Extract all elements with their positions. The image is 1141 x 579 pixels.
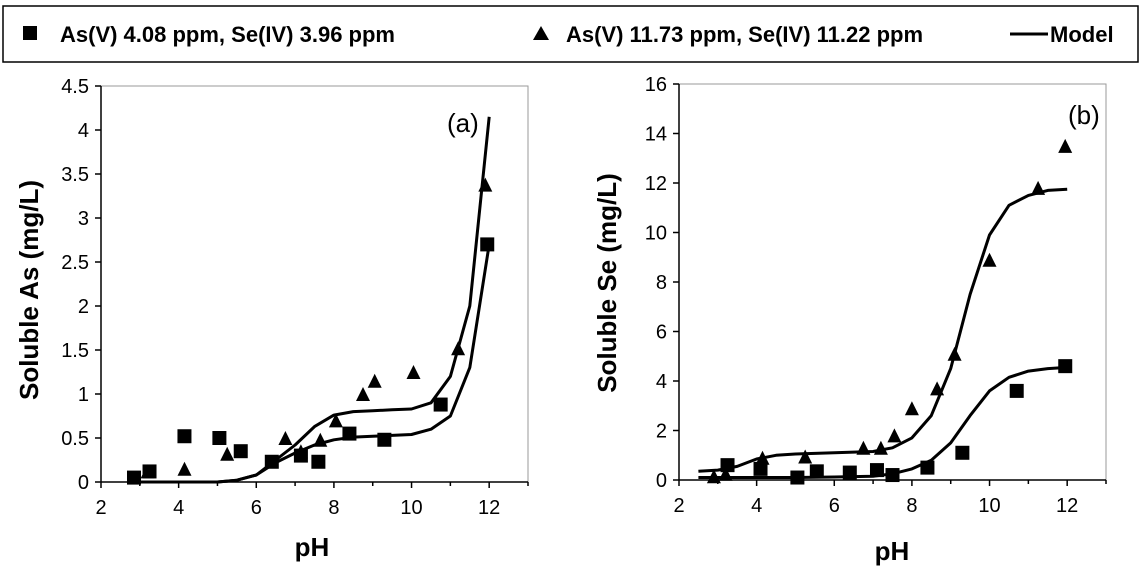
y-tick-label-b: 0 — [656, 470, 667, 492]
x-tick-label-b: 4 — [751, 495, 762, 517]
square-point-a — [177, 429, 192, 444]
square-point-b — [869, 463, 884, 478]
triangle-point-b — [887, 428, 902, 443]
plot-area-b — [678, 83, 1107, 481]
triangle-point-a — [328, 413, 343, 428]
x-tick-label-b: 8 — [906, 495, 917, 517]
x-tick-label-a: 8 — [328, 497, 339, 519]
triangle-point-b — [982, 252, 997, 267]
y-tick-label-a: 0.5 — [61, 428, 89, 450]
y-tick-label-a: 4.5 — [61, 76, 89, 98]
y-axis-title-a: Soluble As (mg/L) — [14, 180, 44, 400]
triangle-point-a — [140, 464, 155, 479]
x-tick-label-b: 2 — [673, 495, 684, 517]
square-point-b — [955, 445, 970, 460]
chart-b-frame — [678, 83, 1107, 481]
square-point-a — [212, 431, 227, 445]
y-tick-label-a: 1 — [78, 384, 89, 406]
legend-label-model: Model — [1050, 22, 1114, 47]
square-point-b — [809, 464, 824, 479]
square-point-b — [753, 461, 768, 476]
x-tick-label-b: 12 — [1056, 495, 1078, 517]
model-curve-a-2 — [132, 244, 491, 484]
legend-square-marker-icon — [23, 26, 37, 40]
triangle-point-a — [177, 461, 192, 476]
x-tick-label-a: 4 — [173, 497, 184, 519]
y-tick-label-b: 4 — [656, 371, 667, 393]
triangle-point-a — [367, 373, 382, 388]
x-tick-label-a: 6 — [251, 497, 262, 519]
panel-label-b: (b) — [1068, 100, 1100, 130]
x-axis-title-a: pH — [295, 532, 330, 562]
y-tick-label-a: 2.5 — [61, 252, 89, 274]
legend-triangle-marker-icon — [533, 26, 549, 40]
y-tick-label-a: 3.5 — [61, 164, 89, 186]
legend-label-series-2: As(V) 11.73 ppm, Se(IV) 11.22 ppm — [566, 22, 923, 47]
x-tick-label-b: 6 — [829, 495, 840, 517]
x-tick-label-a: 12 — [478, 497, 500, 519]
y-tick-label-b: 16 — [645, 74, 667, 96]
square-point-a — [311, 454, 326, 469]
triangle-point-b — [904, 401, 919, 416]
y-tick-label-b: 8 — [656, 272, 667, 294]
panel-label-a: (a) — [447, 108, 479, 138]
y-tick-label-b: 6 — [656, 322, 667, 344]
legend-box — [2, 5, 1139, 63]
x-tick-label-a: 2 — [95, 497, 106, 519]
model-curve-a-3 — [132, 116, 491, 484]
model-curve-b-2 — [698, 365, 1068, 479]
triangle-point-a — [356, 387, 370, 401]
chart-panel-a: 0 0.5 1 1.5 2 2.5 3 3.5 4 4.5 2 4 6 8 10 12 (a) pH Solu… — [14, 76, 529, 562]
y-tick-label-a: 3 — [78, 208, 89, 230]
y-tick-label-b: 10 — [645, 223, 667, 245]
triangle-point-a — [278, 431, 293, 445]
y-tick-label-b: 2 — [656, 421, 667, 443]
chart-a-marks: 0 0.5 1 1.5 2 2.5 3 3.5 4 4.5 2 4 6 8 10 12 — [61, 76, 529, 519]
x-axis-title-b: pH — [875, 536, 910, 566]
triangle-point-b — [798, 449, 813, 464]
triangle-point-b — [1058, 138, 1073, 153]
x-tick-label-b: 10 — [978, 495, 1000, 517]
triangle-point-a — [406, 365, 421, 379]
y-tick-label-a: 0 — [78, 472, 89, 494]
square-point-a — [233, 444, 248, 459]
legend: As(V) 4.08 ppm, Se(IV) 3.96 ppm As(V) 11… — [2, 5, 1139, 63]
y-tick-label-a: 1.5 — [61, 340, 89, 362]
plot-area-a — [100, 85, 529, 483]
square-point-a — [480, 237, 495, 252]
y-tick-label-a: 4 — [78, 120, 89, 142]
square-point-a — [433, 397, 448, 412]
y-tick-label-b: 12 — [645, 173, 667, 195]
legend-label-series-1: As(V) 4.08 ppm, Se(IV) 3.96 ppm — [60, 22, 395, 47]
square-point-b — [1009, 383, 1024, 398]
y-axis-title-b: Soluble Se (mg/L) — [592, 173, 622, 393]
y-tick-label-a: 2 — [78, 296, 89, 318]
model-curve-b-3 — [698, 187, 1068, 473]
triangle-point-a — [220, 446, 235, 461]
x-tick-label-a: 10 — [400, 497, 422, 519]
y-tick-label-b: 14 — [645, 124, 667, 146]
chart-a-frame — [100, 85, 529, 483]
